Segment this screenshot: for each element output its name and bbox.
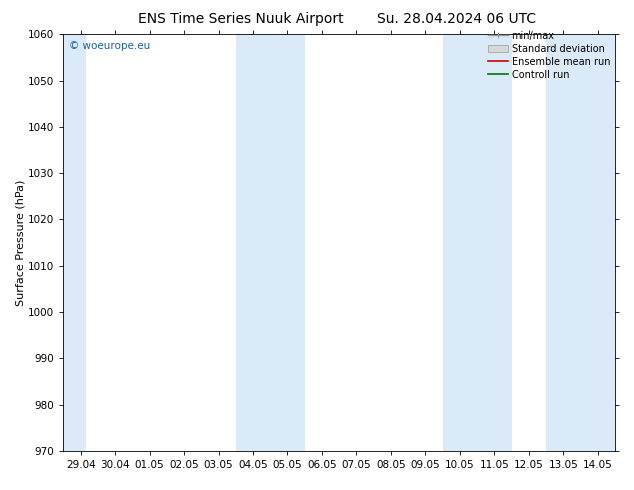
Text: ENS Time Series Nuuk Airport: ENS Time Series Nuuk Airport bbox=[138, 12, 344, 26]
Bar bbox=[546, 34, 615, 451]
Text: © woeurope.eu: © woeurope.eu bbox=[69, 41, 150, 50]
Bar bbox=[443, 34, 512, 451]
Legend: min/max, Standard deviation, Ensemble mean run, Controll run: min/max, Standard deviation, Ensemble me… bbox=[488, 31, 610, 79]
Bar bbox=[63, 34, 86, 451]
Y-axis label: Surface Pressure (hPa): Surface Pressure (hPa) bbox=[15, 179, 25, 306]
Bar bbox=[236, 34, 305, 451]
Text: Su. 28.04.2024 06 UTC: Su. 28.04.2024 06 UTC bbox=[377, 12, 536, 26]
